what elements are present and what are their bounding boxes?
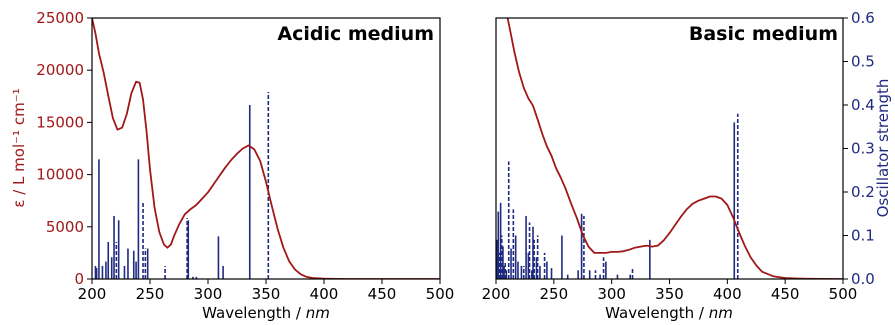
acidic-x-tick-label: 200 (78, 285, 107, 303)
basic-y2-tick-label: 0.4 (851, 96, 875, 114)
basic-y2-tick-label: 0.1 (851, 227, 875, 245)
basic-y2-tick-label: 0.2 (851, 183, 875, 201)
basic-plot-frame (495, 17, 844, 280)
acidic-y-tick-label: 20000 (36, 61, 84, 79)
acidic-absorption-curve (92, 18, 440, 279)
acidic-y-tick-label: 15000 (36, 113, 84, 131)
acidic-x-axis-label: Wavelength / nm (202, 304, 330, 322)
basic-x-tick-label: 300 (597, 285, 626, 303)
acidic-plot-frame (91, 17, 441, 280)
acidic-x-tick-label: 500 (426, 285, 455, 303)
basic-x-axis-label: Wavelength / nm (605, 304, 733, 322)
basic-absorption-curve (506, 18, 843, 279)
acidic-x-tick-label: 450 (368, 285, 397, 303)
acidic-panel: 200 250 300 350 400 450 5000500010000150002000… (10, 9, 454, 322)
basic-panel-title: Basic medium (689, 23, 838, 45)
acidic-plot-marks: 200 250 300 350 400 450 5000500010000150002000… (36, 9, 454, 303)
basic-x-tick-label: 200 (482, 285, 511, 303)
acidic-x-tick-label: 400 (310, 285, 339, 303)
basic-plot-marks: 200 250 300 350 400 450 5000.0 0.1 0.2 0.3 0.4 0.5 0… (482, 9, 875, 303)
acidic-y-tick-label: 5000 (46, 218, 84, 236)
basic-y2-tick-label: 0.6 (851, 9, 875, 27)
basic-x-tick-label: 350 (655, 285, 684, 303)
acidic-x-tick-label: 300 (194, 285, 223, 303)
basic-y2-tick-label: 0.0 (851, 270, 875, 288)
acidic-panel-title: Acidic medium (277, 23, 434, 45)
basic-x-tick-label: 400 (713, 285, 742, 303)
acidic-y-tick-label: 10000 (36, 166, 84, 184)
basic-y2-axis-label: Oscillator strength (874, 79, 892, 218)
acidic-x-tick-label: 250 (136, 285, 165, 303)
basic-panel: 200 250 300 350 400 450 5000.0 0.1 0.2 0.3 0.4 0.5 0… (482, 9, 892, 322)
basic-x-tick-label: 250 (540, 285, 569, 303)
acidic-x-tick-label: 350 (252, 285, 281, 303)
acidic-y-axis-label: ε / L mol⁻¹ cm⁻¹ (10, 88, 28, 207)
basic-x-tick-label: 450 (771, 285, 800, 303)
basic-y2-tick-label: 0.5 (851, 53, 875, 71)
basic-x-tick-label: 500 (829, 285, 858, 303)
acidic-y-tick-label: 0 (74, 270, 84, 288)
basic-y2-tick-label: 0.3 (851, 140, 875, 158)
acidic-y-tick-label: 25000 (36, 9, 84, 27)
